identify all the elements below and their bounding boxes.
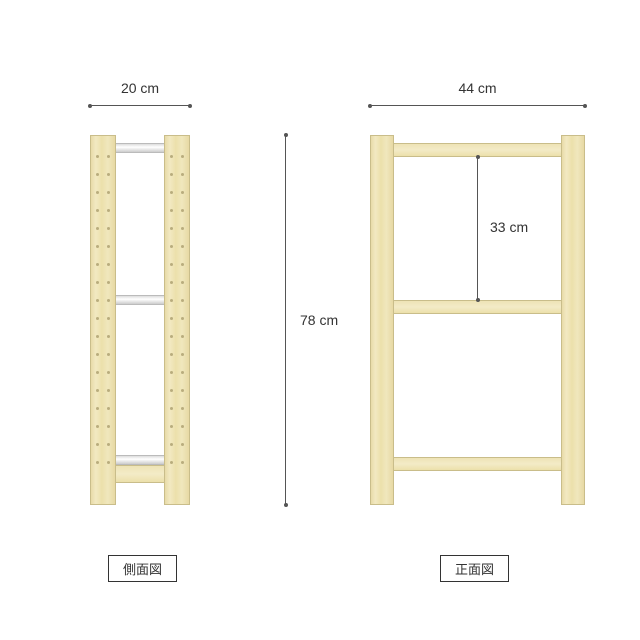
front-shelf-rail — [393, 457, 562, 471]
peg-hole — [107, 317, 110, 320]
front-width-label: 44 cm — [370, 80, 585, 96]
peg-hole — [181, 245, 184, 248]
height-dim-line — [285, 135, 286, 505]
peg-hole — [107, 191, 110, 194]
peg-hole — [96, 209, 99, 212]
front-shelf-rail — [393, 300, 562, 314]
peg-hole — [170, 335, 173, 338]
peg-hole — [170, 425, 173, 428]
peg-hole — [170, 245, 173, 248]
peg-hole — [181, 173, 184, 176]
peg-hole — [181, 317, 184, 320]
peg-hole — [107, 227, 110, 230]
peg-hole — [181, 209, 184, 212]
peg-hole — [107, 155, 110, 158]
peg-hole — [107, 281, 110, 284]
peg-hole — [96, 389, 99, 392]
side-width-label: 20 cm — [90, 80, 190, 96]
side-view-caption: 側面図 — [108, 555, 177, 582]
peg-hole — [96, 191, 99, 194]
peg-hole — [181, 191, 184, 194]
peg-hole — [170, 191, 173, 194]
front-upright — [561, 135, 585, 505]
shelf-gap-label: 33 cm — [490, 219, 528, 235]
peg-hole — [96, 245, 99, 248]
peg-hole — [107, 461, 110, 464]
peg-hole — [170, 173, 173, 176]
height-label: 78 cm — [300, 312, 338, 328]
peg-hole — [181, 335, 184, 338]
peg-hole — [96, 443, 99, 446]
peg-hole — [107, 443, 110, 446]
peg-hole — [170, 263, 173, 266]
peg-hole — [181, 443, 184, 446]
peg-hole — [170, 155, 173, 158]
front-view-caption: 正面図 — [440, 555, 509, 582]
peg-hole — [107, 173, 110, 176]
peg-hole — [107, 407, 110, 410]
peg-hole — [170, 443, 173, 446]
peg-hole — [170, 281, 173, 284]
peg-hole — [96, 317, 99, 320]
peg-hole — [107, 299, 110, 302]
peg-hole — [96, 407, 99, 410]
peg-hole — [96, 173, 99, 176]
peg-hole — [181, 389, 184, 392]
peg-hole — [170, 227, 173, 230]
side-bottom-stretcher — [115, 465, 165, 483]
peg-hole — [96, 227, 99, 230]
side-view — [90, 135, 190, 505]
peg-hole — [181, 299, 184, 302]
peg-hole — [170, 317, 173, 320]
peg-hole — [170, 389, 173, 392]
peg-hole — [96, 353, 99, 356]
peg-hole — [170, 461, 173, 464]
peg-hole — [170, 371, 173, 374]
peg-hole — [107, 425, 110, 428]
peg-hole — [107, 245, 110, 248]
peg-hole — [96, 371, 99, 374]
peg-hole — [181, 425, 184, 428]
peg-hole — [107, 263, 110, 266]
front-width-dim-line — [370, 105, 585, 106]
peg-hole — [96, 425, 99, 428]
peg-hole — [107, 335, 110, 338]
peg-hole — [96, 461, 99, 464]
peg-hole — [181, 407, 184, 410]
shelf-gap-dim-line — [477, 157, 478, 300]
peg-hole — [181, 281, 184, 284]
peg-hole — [107, 371, 110, 374]
peg-hole — [96, 335, 99, 338]
peg-hole — [107, 353, 110, 356]
peg-hole — [96, 263, 99, 266]
peg-hole — [181, 155, 184, 158]
side-upright — [90, 135, 116, 505]
peg-hole — [96, 299, 99, 302]
front-upright — [370, 135, 394, 505]
peg-hole — [170, 209, 173, 212]
peg-hole — [96, 281, 99, 284]
peg-hole — [170, 299, 173, 302]
peg-hole — [170, 353, 173, 356]
peg-hole — [181, 461, 184, 464]
peg-hole — [181, 227, 184, 230]
peg-hole — [96, 155, 99, 158]
peg-hole — [107, 209, 110, 212]
peg-hole — [181, 263, 184, 266]
side-width-dim-line — [90, 105, 190, 106]
side-upright — [164, 135, 190, 505]
peg-hole — [107, 389, 110, 392]
peg-hole — [181, 371, 184, 374]
peg-hole — [181, 353, 184, 356]
peg-hole — [170, 407, 173, 410]
